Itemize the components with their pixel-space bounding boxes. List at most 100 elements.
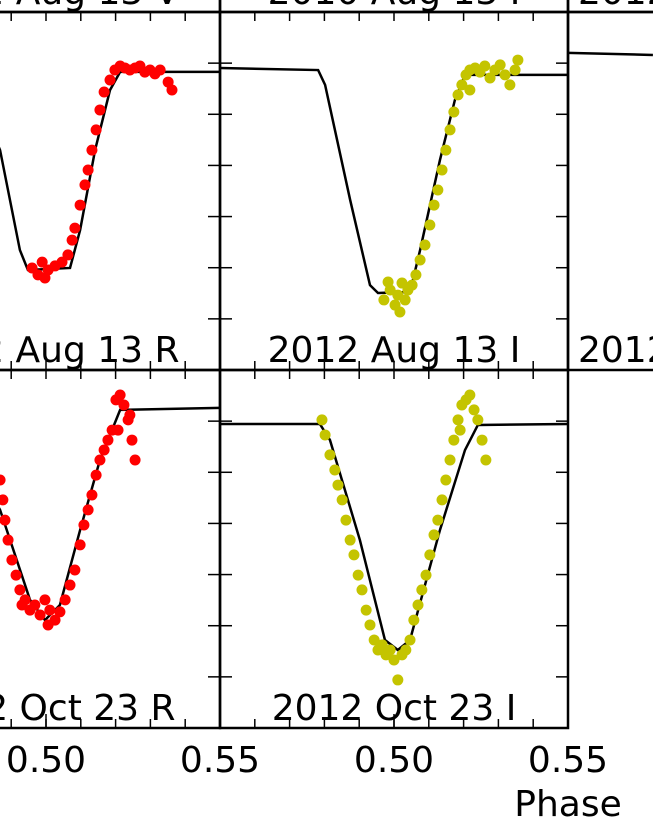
data-point xyxy=(332,479,344,491)
panel-frame xyxy=(0,368,222,730)
data-point xyxy=(480,454,492,466)
data-point xyxy=(368,634,380,646)
data-point xyxy=(59,594,71,606)
data-point xyxy=(69,564,81,576)
x-tick-label: 0.50 xyxy=(354,740,434,781)
data-point xyxy=(452,89,464,101)
panel-label: 2012 Aug 13 V xyxy=(0,0,180,13)
panel-label: 2012 Oct 23 R xyxy=(0,688,176,729)
data-point xyxy=(440,474,452,486)
data-point xyxy=(388,654,400,666)
data-point xyxy=(414,254,426,266)
data-point xyxy=(376,639,388,651)
data-point xyxy=(464,84,476,96)
data-point xyxy=(19,594,31,606)
data-point xyxy=(494,59,506,71)
data-point xyxy=(62,249,74,261)
data-point xyxy=(428,199,440,211)
data-point xyxy=(432,184,444,196)
data-point xyxy=(472,414,484,426)
data-point xyxy=(479,60,491,72)
data-point xyxy=(104,74,116,86)
data-point xyxy=(0,514,11,526)
data-point xyxy=(34,609,46,621)
data-point xyxy=(484,72,496,84)
data-point xyxy=(74,199,86,211)
data-point xyxy=(94,454,106,466)
data-point xyxy=(420,569,432,581)
data-point xyxy=(79,179,91,191)
data-point xyxy=(82,504,94,516)
data-point xyxy=(424,549,436,561)
data-point xyxy=(126,434,138,446)
data-point xyxy=(0,494,9,506)
model-curve xyxy=(567,51,653,57)
data-point xyxy=(424,219,436,231)
panel-label: 2012 Aug 13 U xyxy=(578,0,653,13)
data-point xyxy=(452,414,464,426)
data-point xyxy=(404,634,416,646)
data-point xyxy=(36,256,48,268)
data-point xyxy=(2,534,14,546)
data-point xyxy=(82,164,94,176)
data-point xyxy=(319,429,331,441)
data-point xyxy=(504,79,516,91)
data-point xyxy=(399,294,411,306)
data-point xyxy=(340,514,352,526)
data-point xyxy=(86,144,98,156)
data-point xyxy=(316,414,328,426)
data-point xyxy=(69,222,81,234)
data-point xyxy=(98,444,110,456)
data-point xyxy=(324,449,336,461)
data-point xyxy=(394,306,406,318)
data-point xyxy=(64,579,76,591)
data-point xyxy=(124,409,136,421)
model-curve xyxy=(219,66,568,295)
data-point xyxy=(428,529,440,541)
data-point xyxy=(512,54,524,66)
data-point xyxy=(98,86,110,98)
data-point xyxy=(378,294,390,306)
data-point xyxy=(408,614,420,626)
data-point xyxy=(114,389,126,401)
data-point xyxy=(468,404,480,416)
data-point xyxy=(49,614,61,626)
data-point xyxy=(509,64,521,76)
data-point xyxy=(448,434,460,446)
data-point xyxy=(348,549,360,561)
data-point xyxy=(54,606,66,618)
data-point xyxy=(454,424,466,436)
data-point xyxy=(392,674,404,686)
data-point xyxy=(29,599,41,611)
panel-label: 2012 Aug 13 B xyxy=(578,330,653,371)
x-tick-label: 0.55 xyxy=(528,740,608,781)
data-point xyxy=(166,84,178,96)
data-point xyxy=(419,239,431,251)
data-point xyxy=(329,464,341,476)
model-curve xyxy=(0,70,220,272)
x-axis-label: Phase xyxy=(514,784,622,825)
data-point xyxy=(412,599,424,611)
data-point xyxy=(344,534,356,546)
data-point xyxy=(118,399,130,411)
panel-label: 2012 Oct 23 I xyxy=(272,688,517,729)
panel-frame xyxy=(0,10,222,372)
data-point xyxy=(499,69,511,81)
x-tick-label: 0.55 xyxy=(180,740,260,781)
data-point xyxy=(94,104,106,116)
data-point xyxy=(440,144,452,156)
data-point xyxy=(444,124,456,136)
data-point xyxy=(476,434,488,446)
data-point xyxy=(14,584,26,596)
data-point xyxy=(400,644,412,656)
data-point xyxy=(436,494,448,506)
data-point xyxy=(336,494,348,506)
panel-frame xyxy=(566,10,653,372)
data-point xyxy=(410,269,422,281)
data-point xyxy=(154,64,166,76)
data-point xyxy=(6,554,18,566)
data-point xyxy=(444,454,456,466)
panel-label: 2012 Aug 13 I xyxy=(268,330,521,371)
data-point xyxy=(456,79,468,91)
